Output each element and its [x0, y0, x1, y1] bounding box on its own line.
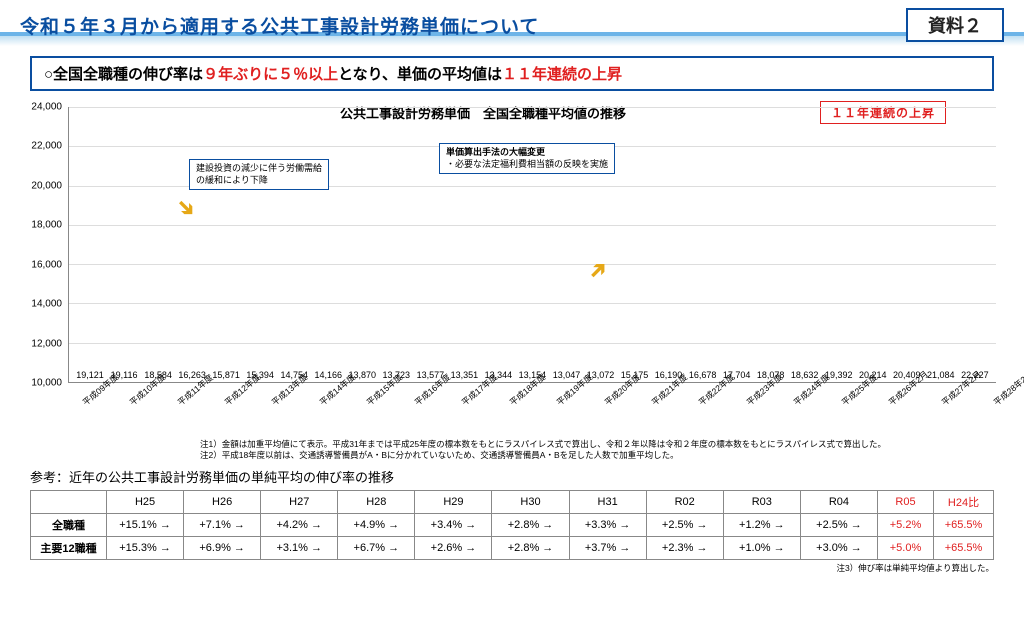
callout-decline: 建設投資の減少に伴う労働需給 の緩和により下降	[189, 159, 329, 190]
table-header: H30	[492, 491, 569, 514]
table-cell: +3.1% →	[261, 537, 338, 560]
document-label: 資料２	[906, 8, 1004, 42]
table-header: H31	[569, 491, 646, 514]
y-tick: 14,000	[31, 299, 62, 310]
table-cell: +7.1% →	[184, 514, 261, 537]
table-header: R05	[878, 491, 934, 514]
y-tick: 10,000	[31, 378, 62, 389]
table-header: H29	[415, 491, 492, 514]
table-cell: +3.4% →	[415, 514, 492, 537]
table-cell: +6.7% →	[338, 537, 415, 560]
table-cell-h24: +65.5%	[934, 537, 994, 560]
gridline	[69, 107, 996, 108]
table-header: R03	[723, 491, 800, 514]
table-header: R04	[800, 491, 877, 514]
table-cell: +3.7% →	[569, 537, 646, 560]
bar-value: 16,678	[689, 370, 717, 380]
subtitle-mid: となり、単価の平均値は	[338, 66, 502, 83]
growth-rate-table: H25H26H27H28H29H30H31R02R03R04R05H24比全職種…	[30, 490, 994, 560]
table-cell: +1.2% →	[723, 514, 800, 537]
bar-value: 13,351	[451, 370, 479, 380]
subtitle-box: ○全国全職種の伸び率は９年ぶりに５％以上となり、単価の平均値は１１年連続の上昇	[30, 56, 994, 91]
table-cell: +15.3% →	[107, 537, 184, 560]
table-cell: +2.5% →	[646, 514, 723, 537]
note3: 注3）伸び率は単純平均値より算出した。	[0, 562, 994, 574]
table-cell: +2.5% →	[800, 514, 877, 537]
page-title: 令和５年３月から適用する公共工事設計労務単価について	[20, 12, 906, 39]
bar-chart: 公共工事設計労務単価 全国全職種平均値の推移 １１年連続の上昇 10,00012…	[20, 97, 1004, 437]
bar: 16,678	[688, 370, 718, 382]
y-tick: 22,000	[31, 141, 62, 152]
y-tick: 18,000	[31, 220, 62, 231]
note1: 注1）金額は加重平均値にて表示。平成31年までは平成25年度の標本数をもとにラス…	[200, 439, 994, 450]
subtitle-red2: １１年連続の上昇	[502, 66, 622, 83]
table-cell-r05: +5.0%	[878, 537, 934, 560]
table-cell: +2.8% →	[492, 514, 569, 537]
plot-area: 19,12119,11618,58416,26315,87115,39414,7…	[68, 107, 996, 383]
table-header: H25	[107, 491, 184, 514]
table-header: H27	[261, 491, 338, 514]
y-axis: 10,00012,00014,00016,00018,00020,00022,0…	[20, 107, 66, 383]
table-cell-r05: +5.2%	[878, 514, 934, 537]
table-cell: +1.0% →	[723, 537, 800, 560]
gridline	[69, 225, 996, 226]
table-rowhead: 全職種	[31, 514, 107, 537]
table-header: H26	[184, 491, 261, 514]
subtitle-red1: ９年ぶりに５％以上	[203, 66, 338, 83]
table-cell: +3.0% →	[800, 537, 877, 560]
subtitle-pre: ○全国全職種の伸び率は	[44, 66, 203, 83]
x-axis-labels: 平成09年度平成10年度平成11年度平成12年度平成13年度平成14年度平成15…	[68, 385, 996, 437]
callout-method-change: 単価算出手法の大幅変更 ・必要な法定福利費相当額の反映を実施	[439, 143, 615, 174]
table-header	[31, 491, 107, 514]
table-rowhead: 主要12職種	[31, 537, 107, 560]
y-tick: 16,000	[31, 259, 62, 270]
table-header: H28	[338, 491, 415, 514]
table-title: 参考：近年の公共工事設計労務単価の単純平均の伸び率の推移	[30, 467, 994, 486]
gridline	[69, 264, 996, 265]
table-header: H24比	[934, 491, 994, 514]
bar-value: 15,871	[212, 370, 240, 380]
table-cell: +4.2% →	[261, 514, 338, 537]
table-cell: +4.9% →	[338, 514, 415, 537]
bar-value: 14,166	[314, 370, 342, 380]
page-header: 令和５年３月から適用する公共工事設計労務単価について 資料２	[0, 0, 1024, 46]
table-cell: +6.9% →	[184, 537, 261, 560]
bar-value: 13,047	[553, 370, 581, 380]
note2: 注2）平成18年度以前は、交通誘導警備員がA・Bに分かれていないため、交通誘導警…	[200, 450, 994, 461]
gridline	[69, 303, 996, 304]
table-header: R02	[646, 491, 723, 514]
table-cell: +2.3% →	[646, 537, 723, 560]
table-cell: +2.6% →	[415, 537, 492, 560]
gridline	[69, 343, 996, 344]
table-cell: +3.3% →	[569, 514, 646, 537]
y-tick: 20,000	[31, 180, 62, 191]
table-cell: +2.8% →	[492, 537, 569, 560]
bar-value: 19,121	[76, 370, 104, 380]
table-cell: +15.1% →	[107, 514, 184, 537]
y-tick: 24,000	[31, 102, 62, 113]
y-tick: 12,000	[31, 338, 62, 349]
chart-footnotes: 注1）金額は加重平均値にて表示。平成31年までは平成25年度の標本数をもとにラス…	[200, 439, 994, 461]
bar: 13,351	[449, 370, 479, 382]
table-cell-h24: +65.5%	[934, 514, 994, 537]
